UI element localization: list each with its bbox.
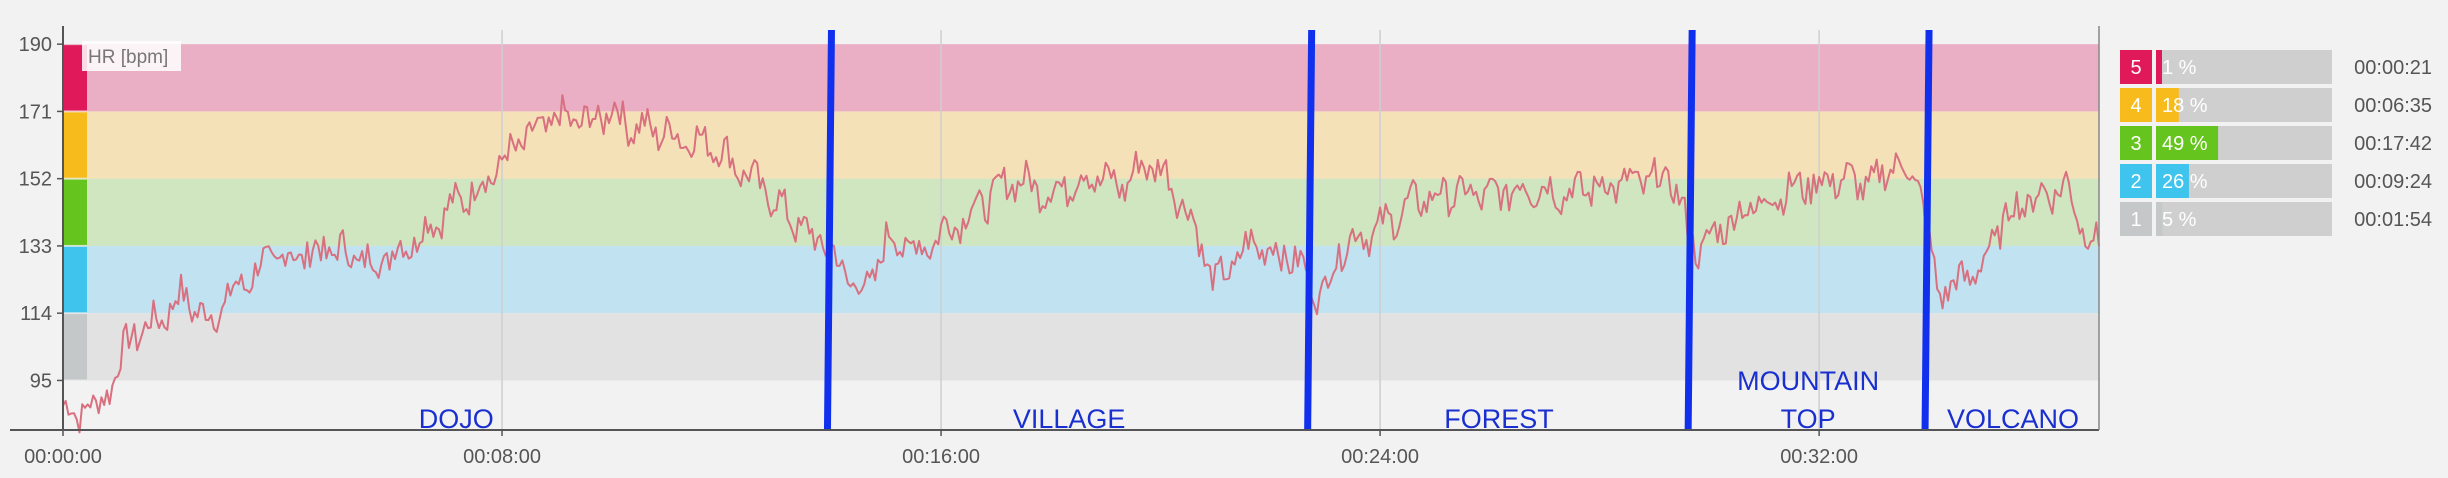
legend-percent-track [2156,50,2332,84]
scene-label-line: VILLAGE [1013,404,1126,434]
legend-time-label: 00:17:42 [2354,133,2432,155]
y-tick-label: 190 [19,34,52,56]
x-tick-label: 00:16:00 [902,446,980,468]
zone-markers [63,45,87,380]
scene-label-line: FOREST [1444,404,1554,434]
legend-zone-swatch [2120,164,2152,198]
legend-row-zone-3: 3 49 % 00:17:42 [2120,126,2432,160]
grid-lines [501,30,1820,430]
legend-percent-fill [2156,126,2219,160]
legend-percent-fill [2156,88,2179,122]
axes [10,26,2100,431]
scene-divider [1921,29,1933,431]
y-tick-label: 133 [19,236,52,258]
scene-label: DOJO [419,404,494,434]
scene-label: MOUNTAIN TOP [1737,366,1879,434]
zone-marker-4 [63,112,87,178]
scene-divider [823,29,835,431]
y-tick-label: 114 [20,303,52,325]
zone-legend: 5 1 % 00:00:21 4 18 % 00:06:35 3 49 % 00:17:42 2 2… [2120,50,2432,236]
zone-band-1 [63,313,2099,381]
x-tick-label: 00:24:00 [1341,446,1419,468]
legend-time-label: 00:01:54 [2354,209,2432,231]
scene-label: FOREST [1444,404,1554,434]
legend-percent-label: 1 % [2162,57,2197,79]
hr-line-layer [62,94,2100,434]
scene-label-line: DOJO [419,404,494,434]
hr-label-box: HR [bpm] [82,41,181,71]
scene-label-line: TOP [1781,404,1836,434]
scene-divider [1304,29,1316,431]
legend-percent-fill [2156,202,2163,236]
legend-percent-label: 5 % [2162,209,2197,231]
scene-label: VOLCANO [1947,404,2079,434]
scene-label: VILLAGE [1013,404,1126,434]
x-tick-labels: 00:00:00 00:08:00 00:16:00 00:24:00 00:32:00 [24,430,1858,468]
scene-label-line: MOUNTAIN [1737,366,1879,396]
scene-label-line: VOLCANO [1947,404,2079,434]
scene-divider [1684,29,1696,431]
legend-percent-fill [2156,164,2189,198]
y-tick-label: 171 [19,101,52,123]
legend-time-label: 00:00:21 [2354,57,2432,79]
y-tick-label: 95 [30,370,52,392]
legend-zone-number: 5 [2130,57,2141,79]
zone-bands [63,44,2099,381]
legend-percent-label: 26 % [2162,171,2208,193]
legend-zone-number: 2 [2130,171,2141,193]
legend-percent-label: 18 % [2162,95,2208,117]
zone-band-3 [63,178,2099,246]
legend-zone-number: 3 [2130,133,2141,155]
legend-percent-track [2156,202,2332,236]
zone-marker-3 [63,179,87,245]
legend-time-label: 00:06:35 [2354,95,2432,117]
legend-zone-number: 4 [2130,95,2141,117]
legend-zone-swatch [2120,126,2152,160]
legend-zone-swatch [2120,88,2152,122]
legend-row-zone-4: 4 18 % 00:06:35 [2120,88,2432,122]
hr-label-background [82,41,181,71]
scene-labels: DOJO VILLAGE FOREST MOUNTAIN TOP VOLCANO [419,366,2079,434]
legend-zone-swatch [2120,202,2152,236]
zone-marker-2 [63,246,87,313]
legend-zone-swatch [2120,50,2152,84]
x-tick-label: 00:08:00 [463,446,541,468]
legend-time-label: 00:09:24 [2354,171,2432,193]
legend-zone-number: 1 [2130,209,2141,231]
y-tick-label: 152 [19,169,52,191]
legend-percent-fill [2156,50,2162,84]
legend-row-zone-2: 2 26 % 00:09:24 [2120,164,2432,198]
legend-percent-label: 49 % [2162,133,2208,155]
hr-line-series [62,94,2100,434]
y-tick-labels: 95 114 133 152 171 190 [19,34,63,392]
hr-series-label: HR [bpm] [88,47,168,68]
zone-band-4 [63,111,2099,179]
zone-marker-1 [63,314,87,380]
x-tick-label: 00:32:00 [1780,446,1858,468]
x-tick-label: 00:00:00 [24,446,102,468]
legend-row-zone-5: 5 1 % 00:00:21 [2120,50,2432,84]
legend-row-zone-1: 1 5 % 00:01:54 [2120,202,2432,236]
zone-band-5 [63,44,2099,112]
legend-percent-track [2156,88,2332,122]
scene-dividers [823,29,1933,431]
